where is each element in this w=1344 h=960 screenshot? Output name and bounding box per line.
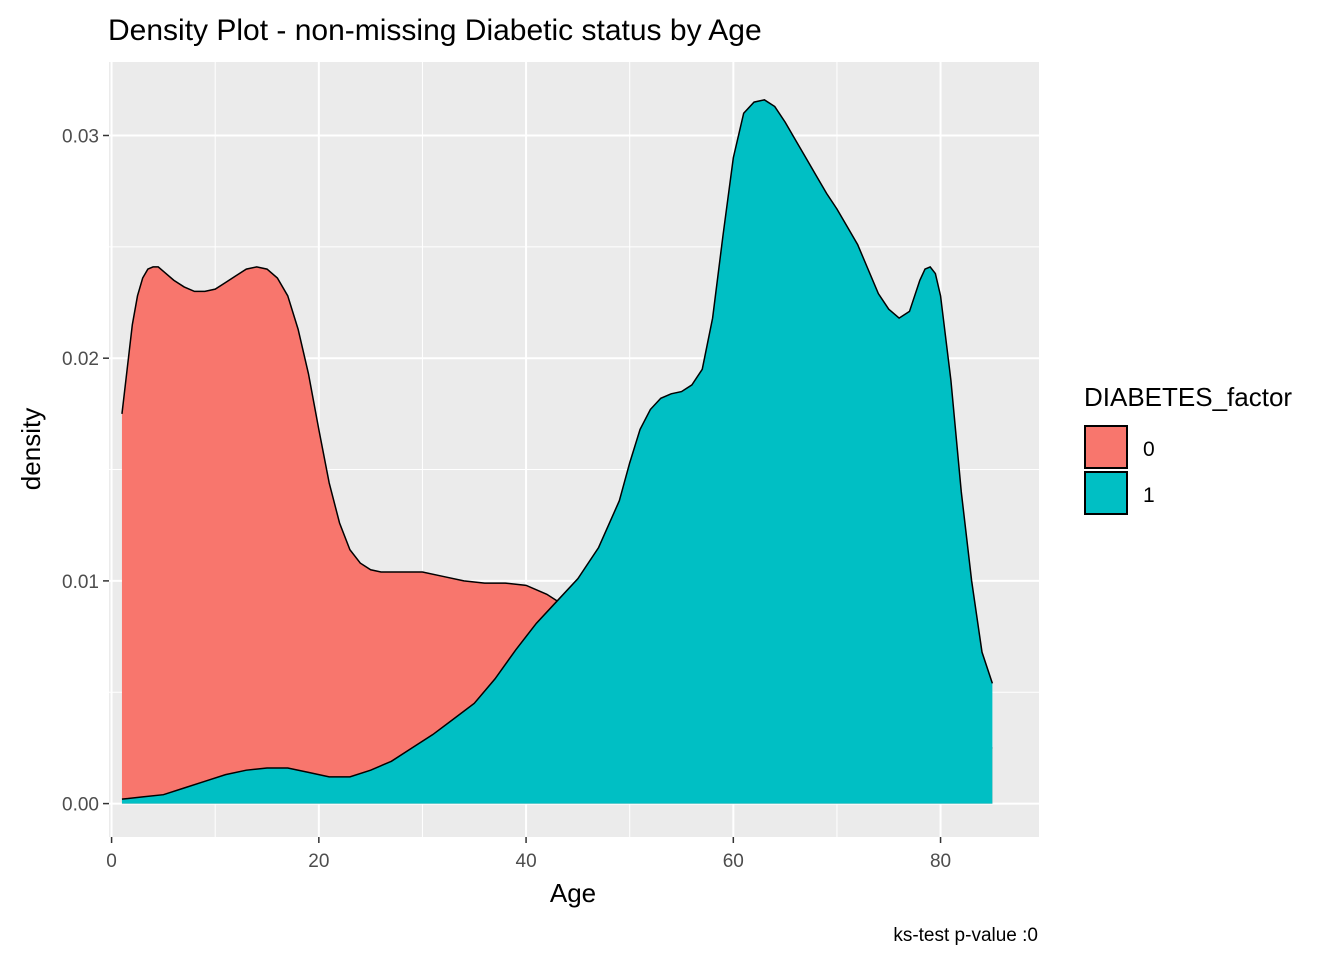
legend-key-1 [1084,471,1128,515]
chart-title: Density Plot - non-missing Diabetic stat… [108,14,762,47]
caption: ks-test p-value :0 [893,925,1038,946]
x-axis-title: Age [550,878,596,908]
y-tick-label: 0.00 [62,795,99,816]
x-axis: 0 20 40 60 80 [106,837,951,872]
legend-title: DIABETES_factor [1084,382,1292,412]
y-tick-label: 0.02 [62,349,99,370]
x-tick-label: 80 [930,851,951,872]
density-area-1 [121,99,993,804]
x-tick-label: 20 [308,851,329,872]
legend-label-1: 1 [1143,484,1155,507]
y-axis-title: density [16,408,46,490]
density-areas [121,99,994,804]
density-area-0 [121,266,993,804]
x-tick-label: 40 [516,851,537,872]
density-outline-1 [121,99,994,800]
y-tick-label: 0.03 [62,126,99,147]
x-tick-label: 0 [106,851,117,872]
legend-label-0: 0 [1143,438,1155,461]
x-tick-label: 60 [723,851,744,872]
legend-key-0 [1084,425,1128,469]
y-tick-label: 0.01 [62,572,99,593]
legend: DIABETES_factor 0 1 [1084,382,1292,515]
y-axis: 0.00 0.01 0.02 0.03 [62,126,109,816]
